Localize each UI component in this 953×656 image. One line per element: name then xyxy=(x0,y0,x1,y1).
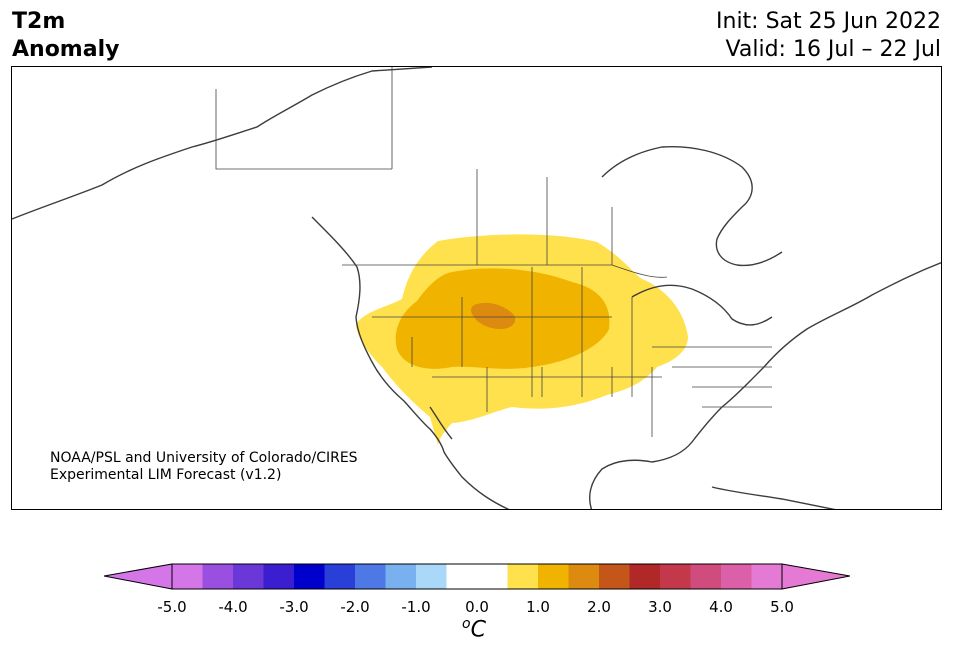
colorbar-cell xyxy=(416,564,447,589)
colorbar-cell xyxy=(721,564,752,589)
colorbar-cell xyxy=(538,564,569,589)
colorbar-tick-label: 4.0 xyxy=(709,598,733,616)
political-borders xyxy=(215,67,772,437)
colorbar-tick-label: 3.0 xyxy=(648,598,672,616)
init-date: Init: Sat 25 Jun 2022 xyxy=(716,9,941,34)
map-panel: NOAA/PSL and University of Colorado/CIRE… xyxy=(11,66,942,510)
colorbar-extend-low xyxy=(104,563,173,590)
colorbar-outline xyxy=(171,563,783,590)
colorbar-tick-label: 5.0 xyxy=(770,598,794,616)
colorbar-tick-label: -5.0 xyxy=(157,598,187,616)
colorbar-cell xyxy=(629,564,661,589)
colorbar-cell xyxy=(385,564,417,589)
colorbar-cell xyxy=(660,564,691,589)
colorbar-cell xyxy=(355,564,386,589)
colorbar-cell xyxy=(324,564,356,589)
colorbar-units: oC xyxy=(462,616,486,642)
colorbar-cell xyxy=(751,564,783,589)
colorbar-cell xyxy=(690,564,722,589)
map-title: T2m Anomaly xyxy=(12,8,119,64)
credit-line-1: NOAA/PSL and University of Colorado/CIRE… xyxy=(50,450,358,466)
colorbar-cell xyxy=(294,564,325,589)
colorbar-tick-label: 0.0 xyxy=(465,598,489,616)
data-credit: NOAA/PSL and University of Colorado/CIRE… xyxy=(50,450,358,484)
colorbar-cell xyxy=(477,564,508,589)
colorbar-tick-label: -1.0 xyxy=(401,598,431,616)
anomaly-region-dark xyxy=(471,302,516,329)
valid-date: Valid: 16 Jul – 22 Jul xyxy=(725,37,941,62)
title-anomaly: Anomaly xyxy=(12,37,120,62)
colorbar-tick-label: 1.0 xyxy=(526,598,550,616)
colorbar-cell xyxy=(172,564,203,589)
colorbar-cell xyxy=(233,564,264,589)
colorbar xyxy=(104,563,850,590)
colorbar-cell xyxy=(568,564,600,589)
colorbar-extend-high xyxy=(781,563,850,590)
colorbar-tick-label: 2.0 xyxy=(587,598,611,616)
colorbar-cell xyxy=(202,564,234,589)
colorbar-cell xyxy=(599,564,630,589)
colorbar-tick-label: -2.0 xyxy=(340,598,370,616)
colorbar-tick-label: -3.0 xyxy=(279,598,309,616)
colorbar-tick-label: -4.0 xyxy=(218,598,248,616)
credit-line-2: Experimental LIM Forecast (v1.2) xyxy=(50,467,282,483)
units-degree: o xyxy=(462,616,471,632)
colorbar-cell xyxy=(446,564,478,589)
colorbar-cell xyxy=(263,564,295,589)
title-variable: T2m xyxy=(12,9,66,34)
colorbar-cell xyxy=(507,564,539,589)
map-canvas xyxy=(12,67,941,509)
forecast-dates: Init: Sat 25 Jun 2022 Valid: 16 Jul – 22… xyxy=(716,8,941,64)
units-symbol: C xyxy=(470,617,486,643)
